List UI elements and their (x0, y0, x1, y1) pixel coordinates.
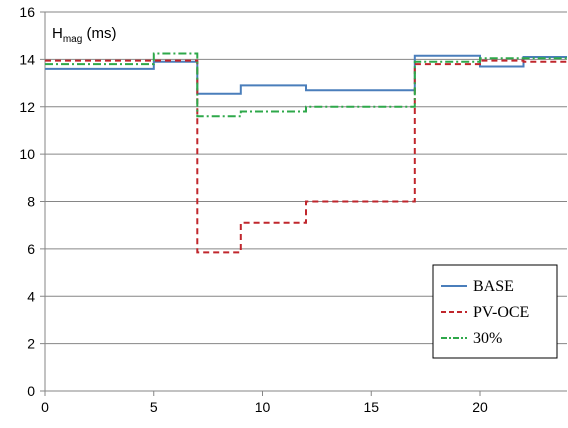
annotation-main: H (52, 25, 63, 42)
annotation-label: Hmag (ms) (52, 25, 116, 45)
y-tick-label: 8 (27, 194, 35, 210)
y-tick-label: 10 (19, 146, 35, 162)
y-tick-label: 6 (27, 241, 35, 257)
y-tick-label: 0 (27, 383, 35, 399)
y-tick-label: 14 (19, 51, 35, 67)
series-line-base (45, 54, 567, 95)
y-tick-label: 16 (19, 4, 35, 20)
annotation-rest: (ms) (82, 25, 116, 42)
axes-layer: 0 2 4 6 8 10 12 14 16 0 5 10 15 20 (19, 4, 567, 415)
legend: BASE PV-OCE 30% (432, 264, 558, 359)
x-tick-label: 20 (472, 399, 488, 415)
series-line-pv-oce (45, 59, 567, 254)
y-tick-label: 12 (19, 99, 35, 115)
legend-label: PV-OCE (473, 304, 529, 321)
series-layer (45, 52, 567, 254)
x-tick-label: 5 (150, 399, 158, 415)
annotation-sub: mag (63, 34, 82, 45)
y-tick-label: 4 (27, 288, 35, 304)
series-line-30 (45, 52, 567, 118)
legend-label: BASE (473, 278, 514, 295)
x-tick-label: 10 (255, 399, 271, 415)
x-tick-label: 0 (41, 399, 49, 415)
y-tick-label: 2 (27, 336, 35, 352)
legend-label: 30% (473, 330, 502, 347)
x-tick-label: 15 (363, 399, 379, 415)
